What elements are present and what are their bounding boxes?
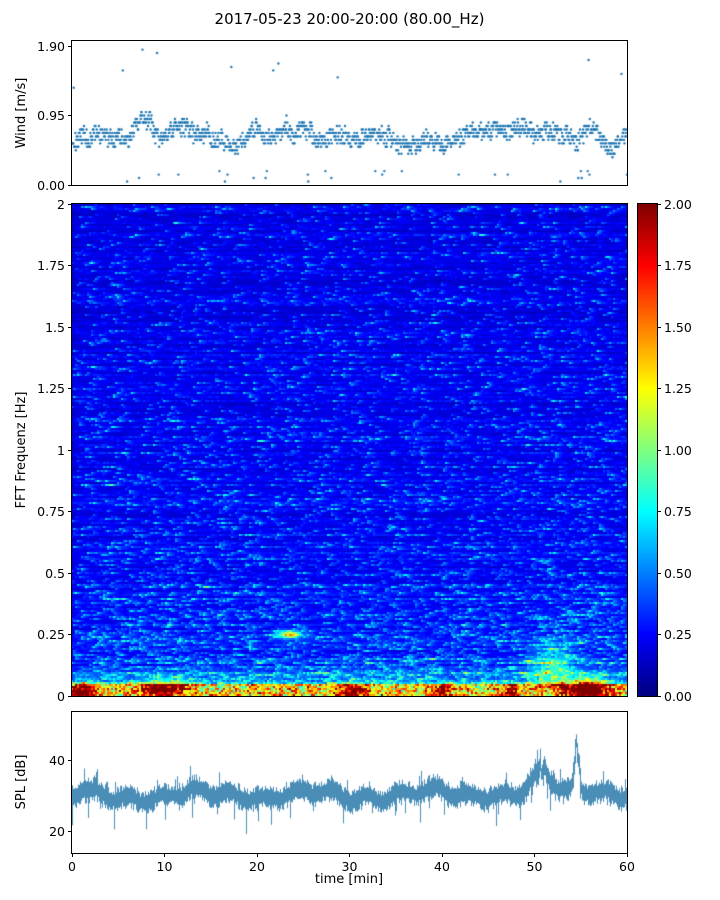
colorbar-tick-label: 0.00 xyxy=(664,688,692,704)
fft-ytick xyxy=(68,449,72,451)
colorbar-tick xyxy=(657,265,661,266)
colorbar-tick-label: 0.25 xyxy=(664,627,692,642)
time-xtick-label: 30 xyxy=(341,859,358,874)
time-xtick-label: 40 xyxy=(434,859,450,874)
spectrogram-canvas xyxy=(72,204,627,696)
time-xtick-label: 60 xyxy=(619,859,635,874)
time-xtick xyxy=(71,853,73,857)
fft-ytick-label: 1.5 xyxy=(45,319,65,335)
fft-ytick xyxy=(68,388,72,389)
fft-ytick-label: 1.25 xyxy=(37,381,65,396)
time-xtick xyxy=(256,853,258,857)
spl-line-canvas xyxy=(72,712,627,853)
x-axis-label: time [min] xyxy=(314,872,384,887)
fft-ytick-label: 2 xyxy=(57,196,65,212)
fft-ytick-label: 0.75 xyxy=(37,504,65,519)
wind-ytick-label: 0.95 xyxy=(37,108,65,124)
colorbar-tick-label: 0.75 xyxy=(664,504,692,519)
wind-ytick xyxy=(68,115,72,117)
fft-ytick-label: 0.5 xyxy=(45,565,65,581)
colorbar-tick-label: 1.00 xyxy=(664,442,692,458)
time-xtick xyxy=(534,853,535,857)
colorbar-tick-label: 0.50 xyxy=(664,565,692,581)
time-xtick xyxy=(349,853,350,857)
colorbar-tick-label: 1.75 xyxy=(664,258,692,273)
colorbar-tick xyxy=(657,634,661,635)
colorbar-tick-label: 1.25 xyxy=(664,381,692,396)
fft-ytick xyxy=(68,265,72,266)
time-xtick-label: 10 xyxy=(156,859,173,874)
chart-title: 2017-05-23 20:00-20:00 (80.00_Hz) xyxy=(214,10,485,28)
fft-ytick xyxy=(68,572,72,574)
fft-ytick xyxy=(68,203,72,205)
wind-ytick xyxy=(68,45,72,47)
spl-ytick-label: 20 xyxy=(49,824,65,840)
colorbar-tick-label: 2.00 xyxy=(664,196,692,212)
fft-ytick xyxy=(68,511,72,512)
time-xtick xyxy=(441,853,443,857)
colorbar-gradient xyxy=(638,204,657,696)
wind-ytick xyxy=(68,184,72,186)
spl-ytick xyxy=(68,831,72,833)
wind-ytick-label: 1.90 xyxy=(37,38,65,54)
time-xtick xyxy=(626,853,628,857)
colorbar-tick xyxy=(657,572,661,574)
fft-ytick xyxy=(68,634,72,635)
colorbar-tick xyxy=(657,511,661,512)
fft-ytick xyxy=(68,326,72,328)
colorbar-tick xyxy=(657,326,661,328)
time-xtick xyxy=(164,853,165,857)
fft-ytick-label: 0 xyxy=(57,688,65,704)
time-xtick-label: 20 xyxy=(249,859,265,874)
colorbar-tick xyxy=(657,203,661,205)
colorbar-tick xyxy=(657,388,661,389)
fft-ytick-label: 0.25 xyxy=(37,627,65,642)
fft-ytick-label: 1 xyxy=(57,442,65,458)
colorbar-tick xyxy=(657,449,661,451)
fft-ytick xyxy=(68,695,72,697)
spl-ytick xyxy=(68,759,72,761)
fft-ytick-label: 1.75 xyxy=(37,258,65,273)
colorbar-tick-label: 1.50 xyxy=(664,319,692,335)
wind-ytick-label: 0.00 xyxy=(37,177,65,193)
time-xtick-label: 50 xyxy=(526,859,543,874)
time-xtick-label: 0 xyxy=(68,859,76,874)
wind-scatter-canvas xyxy=(72,41,627,185)
spl-ytick-label: 40 xyxy=(49,752,65,768)
colorbar-tick xyxy=(657,695,661,697)
